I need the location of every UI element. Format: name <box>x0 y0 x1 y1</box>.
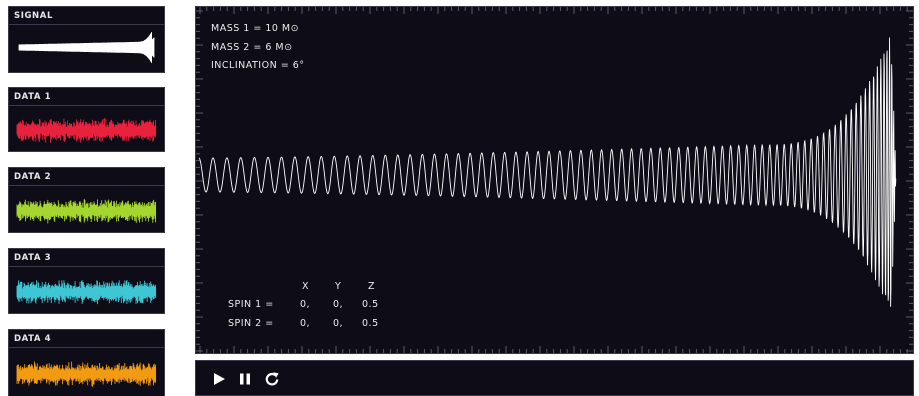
reset-icon[interactable] <box>264 371 280 387</box>
spin1-y: 0, <box>333 299 344 310</box>
data3-noise-waveform <box>16 280 157 305</box>
mass2-param: MASS 2 = 6 M⊙ <box>211 42 293 53</box>
data4-noise-waveform <box>16 361 157 387</box>
mass1-param: MASS 1 = 10 M⊙ <box>211 23 300 34</box>
signal-panel[interactable]: SIGNAL <box>8 6 165 73</box>
signal-label: SIGNAL <box>9 7 164 25</box>
tick-marks <box>196 7 913 353</box>
spin2-label: SPIN 2 = <box>228 318 274 329</box>
chirp-waveform <box>198 37 897 307</box>
spin-header-x: X <box>302 281 310 292</box>
spin1-x: 0, <box>300 299 311 310</box>
spin1-z: 0.5 <box>362 299 379 310</box>
data2-noise-waveform <box>16 199 157 224</box>
main-waveform-plot <box>196 7 913 353</box>
pause-icon[interactable] <box>237 371 253 387</box>
spin-header-y: Y <box>335 281 342 292</box>
data1-noise-waveform <box>16 118 157 143</box>
data1-label: DATA 1 <box>9 88 164 106</box>
data1-panel[interactable]: DATA 1 <box>8 87 165 152</box>
playback-controls <box>195 360 914 396</box>
data2-label: DATA 2 <box>9 168 164 186</box>
data4-label: DATA 4 <box>9 330 164 348</box>
spin1-label: SPIN 1 = <box>228 299 274 310</box>
spin-header-z: Z <box>368 281 376 292</box>
signal-thumbnail-waveform <box>18 32 155 63</box>
waveform-display: MASS 1 = 10 M⊙ MASS 2 = 6 M⊙ INCLINATION… <box>195 6 914 354</box>
data4-panel[interactable]: DATA 4 <box>8 329 165 396</box>
spin2-x: 0, <box>300 318 311 329</box>
data3-label: DATA 3 <box>9 249 164 267</box>
inclination-param: INCLINATION = 6° <box>211 60 305 71</box>
data3-panel[interactable]: DATA 3 <box>8 248 165 314</box>
spin2-z: 0.5 <box>362 318 379 329</box>
data2-panel[interactable]: DATA 2 <box>8 167 165 233</box>
spin2-y: 0, <box>333 318 344 329</box>
play-icon[interactable] <box>211 371 227 387</box>
